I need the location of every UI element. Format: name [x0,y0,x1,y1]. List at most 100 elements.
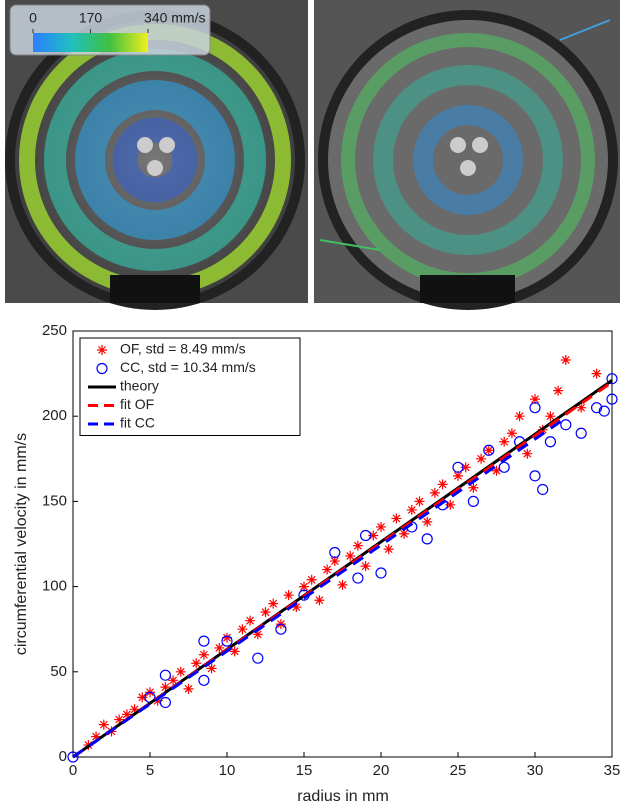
data-point [229,646,240,657]
y-tick-label: 0 [59,748,67,765]
colorbar: 0 170 340 mm/s [29,10,205,52]
data-point [468,482,479,493]
data-point [498,461,510,473]
data-point [530,394,540,405]
data-point [360,561,371,572]
x-tick-label: 5 [146,762,154,779]
y-tick-label: 250 [42,322,67,339]
data-point [352,572,364,584]
data-point [91,731,102,742]
data-point [175,666,186,677]
data-point [168,675,179,686]
data-point [476,453,487,464]
data-point [391,513,402,524]
legend-label: fit OF [120,396,154,412]
x-tick-label: 20 [373,762,390,779]
data-point [252,629,263,640]
legend-label: CC, std = 10.34 mm/s [120,359,256,375]
data-point [414,496,425,507]
data-point [237,624,248,635]
legend-swatch [96,362,108,375]
data-point [268,598,279,609]
data-point [399,528,410,539]
data-point [214,642,225,653]
data-point [483,444,495,456]
legend-box [79,337,301,436]
data-point [337,579,348,590]
data-point [483,445,494,456]
data-point [529,470,541,482]
y-axis-label: circumferential velocity in mm/s [13,433,30,655]
legend-label: fit CC [120,415,155,431]
x-tick-label: 35 [604,762,620,779]
data-point [291,602,302,613]
y-tick-label: 150 [42,492,67,509]
scatter-chart: radius in mm circumferential velocity in… [13,322,620,805]
legend: OF, std = 8.49 mm/s CC, std = 10.34 mm/s t… [79,337,301,436]
data-point [198,674,210,686]
legend-label: theory [120,378,159,394]
data-point [114,714,125,725]
x-axis-label: radius in mm [297,788,389,805]
data-point [260,607,271,618]
x-tick-label: 30 [527,762,544,779]
x-tick-label: 0 [69,762,77,779]
data-point [152,695,163,706]
data-point [437,479,448,490]
data-point [576,402,587,413]
legend-label: OF, std = 8.49 mm/s [120,341,246,357]
data-point [606,373,618,385]
data-point [422,516,433,527]
right-photo [314,0,620,310]
data-point [445,499,456,510]
data-point [306,574,317,585]
data-point [553,385,564,396]
data-point [421,533,433,545]
x-tick-label: 15 [296,762,313,779]
data-point [522,448,533,459]
data-point [453,470,463,481]
data-point [368,530,379,541]
data-point [491,465,502,476]
data-point [191,658,202,669]
x-tick-label: 10 [219,762,236,779]
data-point [360,529,372,542]
data-point [314,595,325,606]
data-point [606,393,618,405]
legend-swatch [97,345,107,355]
colorbar-tick-label: 170 [79,10,103,26]
data-point [499,436,510,447]
x-tick-label: 25 [450,762,467,779]
data-point [467,495,479,507]
data-point [283,590,294,601]
data-point [375,567,387,579]
data-point [137,692,148,703]
data-point [329,556,340,567]
data-point [345,550,356,561]
data-point [121,709,132,720]
data-point [406,504,417,515]
colorbar-tick-label: 340 mm/s [144,10,205,26]
data-point [252,652,264,664]
data-point [506,428,517,439]
data-point [322,564,333,575]
data-point [159,669,171,681]
data-point [591,368,602,379]
data-point [545,411,556,422]
data-point [98,719,109,730]
data-point [352,540,363,551]
data-point [245,615,256,626]
y-tick-label: 100 [42,578,67,595]
data-point [598,405,610,417]
data-point [590,402,603,414]
left-photo [5,0,308,310]
data-point [67,751,79,763]
data-point [159,696,171,709]
data-point [429,487,440,498]
data-point [160,682,171,693]
data-point [299,581,309,592]
data-point [222,632,232,643]
data-point [514,411,525,422]
